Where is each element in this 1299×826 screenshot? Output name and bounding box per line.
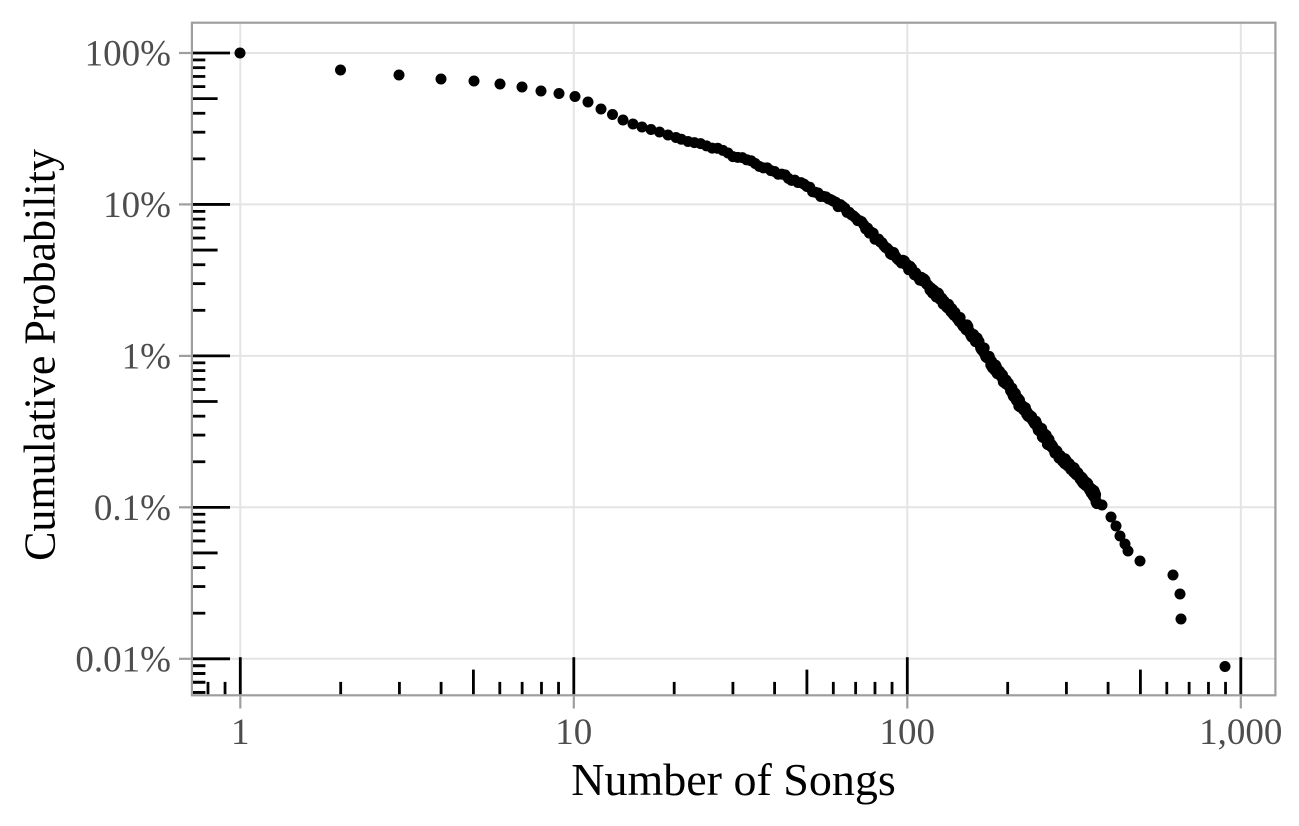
svg-text:Number of Songs: Number of Songs: [571, 754, 896, 805]
svg-text:10%: 10%: [103, 185, 171, 226]
svg-text:10: 10: [555, 712, 592, 753]
svg-text:0.01%: 0.01%: [75, 639, 171, 680]
svg-text:100%: 100%: [85, 34, 171, 75]
svg-text:0.1%: 0.1%: [94, 488, 171, 529]
svg-text:100: 100: [880, 712, 936, 753]
svg-text:1: 1: [231, 712, 250, 753]
svg-text:1%: 1%: [122, 337, 171, 378]
svg-text:Cumulative Probability: Cumulative Probability: [16, 149, 65, 561]
svg-text:1,000: 1,000: [1199, 712, 1282, 753]
